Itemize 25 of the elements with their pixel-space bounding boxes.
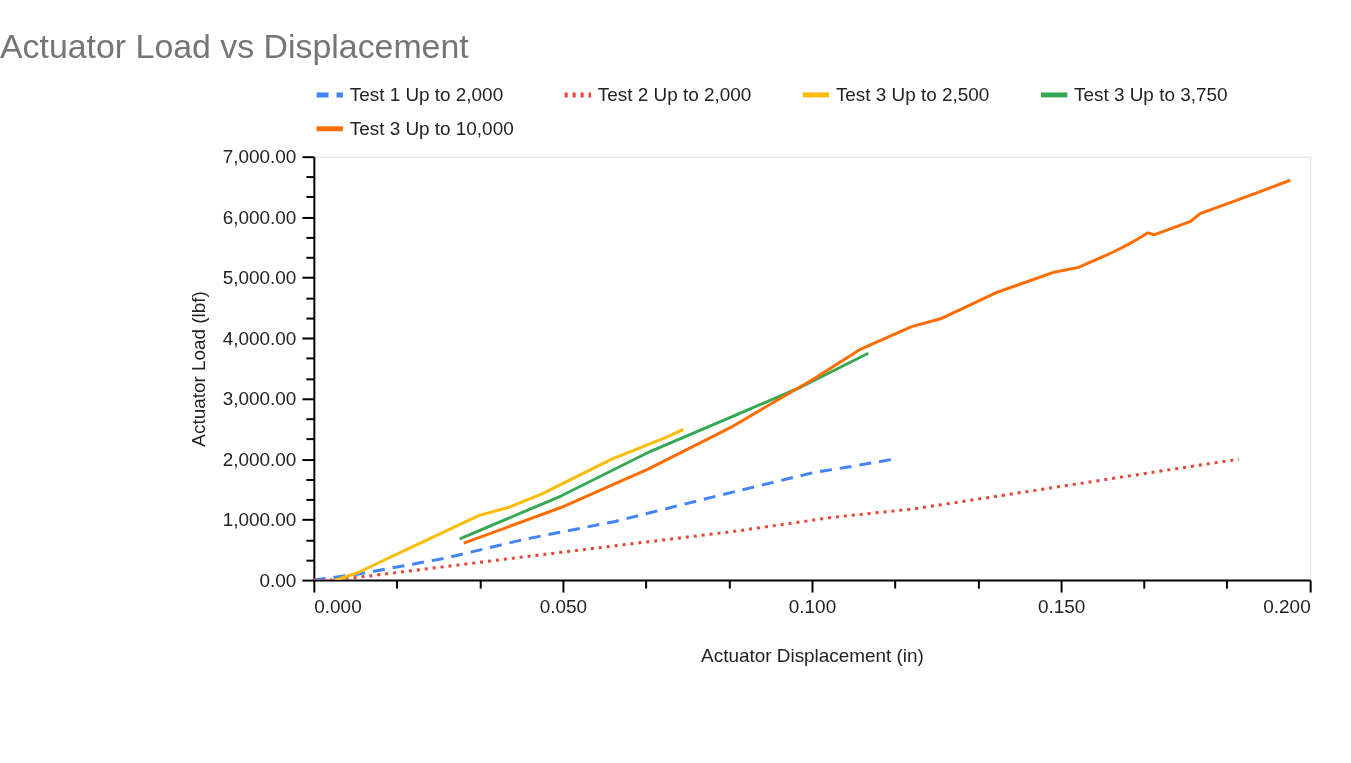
x-tick-label: 0.050: [539, 596, 588, 618]
legend-label: Test 3 Up to 2,500: [835, 83, 990, 105]
line-series: [333, 427, 685, 581]
x-tick-label: 0.000: [314, 596, 362, 618]
y-tick-label: 2,000.00: [222, 448, 297, 470]
chart-title: Actuator Load vs Displacement: [0, 27, 470, 66]
y-tick-label: 5,000.00: [222, 267, 297, 289]
legend-label: Test 1 Up to 2,000: [349, 83, 504, 105]
legend-label: Test 2 Up to 2,000: [597, 83, 752, 105]
y-tick-label: 7,000.00: [222, 146, 297, 168]
x-tick-label: 0.100: [788, 596, 837, 618]
x-tick-label: 0.200: [1263, 596, 1311, 618]
y-tick-label: 3,000.00: [222, 388, 297, 410]
legend-label: Test 3 Up to 3,750: [1074, 83, 1228, 105]
line-series: [313, 457, 1241, 581]
y-tick-label: 1,000.00: [222, 509, 297, 531]
y-tick-label: 4,000.00: [222, 327, 297, 349]
line-series: [458, 351, 870, 541]
legend-label: Test 3 Up to 10,000: [349, 117, 514, 139]
y-axis-title: Actuator Load (lbf): [187, 291, 209, 447]
x-tick-label: 0.150: [1037, 596, 1086, 618]
y-tick-label: 0.00: [259, 569, 297, 591]
y-tick-label: 6,000.00: [222, 206, 297, 228]
x-axis-title: Actuator Displacement (in): [701, 645, 924, 667]
line-series: [462, 178, 1292, 545]
